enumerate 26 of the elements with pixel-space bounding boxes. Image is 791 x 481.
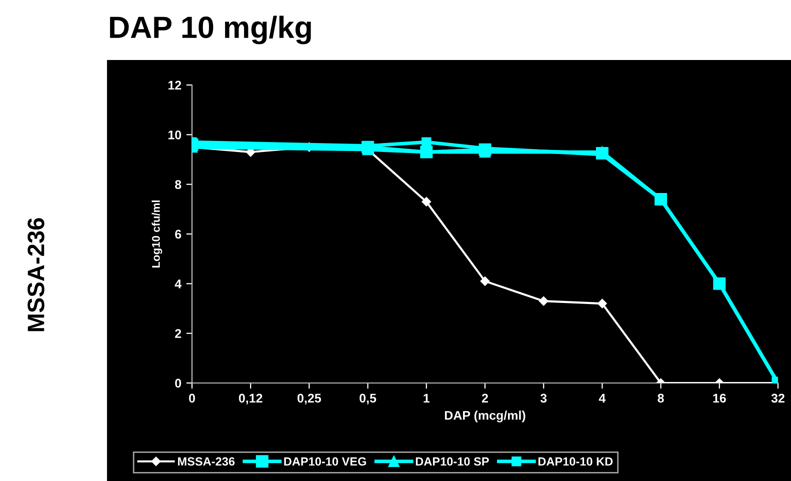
y-tick-label: 10 (168, 130, 182, 140)
y-tick-label: 0 (175, 378, 182, 388)
text: MSSA-236 (28, 218, 44, 332)
x-tick-label: 0,12 (238, 394, 262, 404)
chart-title: DAP 10 mg/kg (110, 16, 311, 44)
x-tick-label: 3 (540, 394, 547, 403)
x-tick-label: 1 (424, 394, 430, 402)
y-tick-label: 8 (175, 180, 182, 189)
x-tick-label: 16 (713, 394, 726, 403)
x-tick-label: 4 (598, 394, 606, 402)
x-tick-label: 0 (189, 394, 195, 403)
x-tick-label: 0,5 (360, 394, 376, 404)
legend-label: DAP10-10 KD (538, 457, 613, 466)
legend-label: DAP10-10 SP (416, 457, 489, 466)
x-tick-label: 32 (771, 394, 784, 403)
y-tick-label: 4 (174, 280, 182, 288)
x-axis-title: DAP (mcg/ml) (444, 410, 526, 422)
legend-label: DAP10-10 VEG (284, 457, 366, 466)
y-tick-label: 12 (168, 80, 182, 90)
x-tick-label: 8 (658, 394, 664, 403)
x-tick-label: 0,25 (298, 394, 322, 404)
legend-label: MSSA-236 (178, 457, 235, 466)
x-tick-label: 2 (482, 394, 488, 402)
y-tick-label: 2 (175, 329, 182, 338)
y-axis-title: Log10 cfu/ml (152, 200, 162, 268)
y-tick-label: 6 (175, 230, 182, 239)
